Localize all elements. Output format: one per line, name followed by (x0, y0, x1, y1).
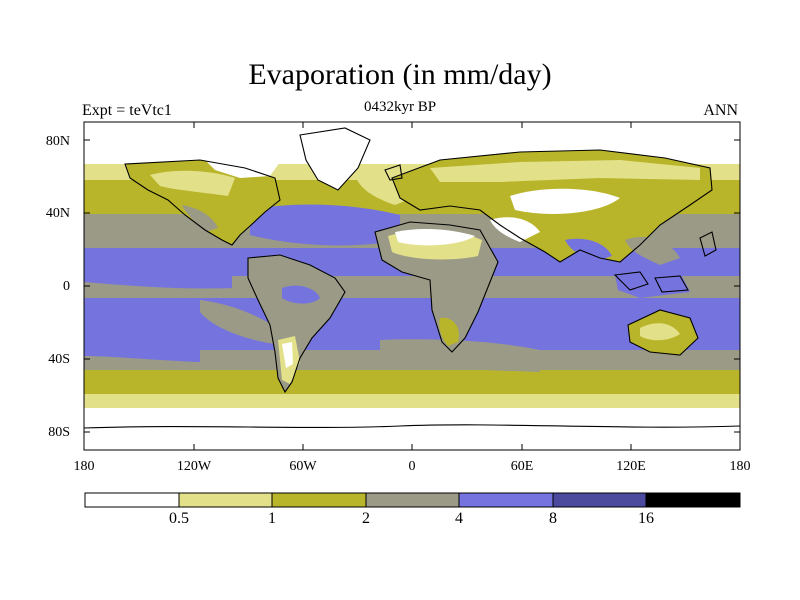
colorbar-box (552, 492, 647, 508)
colorbar-box (458, 492, 554, 508)
x-tick-label: 120E (616, 459, 646, 474)
band-equator-gray (84, 276, 740, 298)
y-tick-label: 80S (48, 425, 70, 440)
y-tick-label: 40N (45, 206, 70, 221)
x-tick-label: 60E (510, 459, 534, 474)
australia-pale (640, 323, 680, 341)
evaporation-field (84, 122, 740, 450)
colorbar-label: 2 (362, 510, 370, 527)
canada-arctic-white (205, 150, 280, 178)
plot-subtitle: 0432kyr BP (363, 99, 437, 115)
coastlines (84, 127, 740, 429)
colorbar-label: 4 (455, 510, 463, 527)
colorbar-label: 0.5 (169, 510, 189, 527)
x-tick-label: 180 (73, 459, 95, 474)
band-south-olive (84, 370, 740, 394)
y-tick-label: 0 (63, 279, 70, 294)
coast-north-america (124, 159, 281, 246)
coast-japan (699, 231, 717, 257)
central-asia-white (510, 188, 620, 214)
x-tick-label: 180 (729, 459, 751, 474)
experiment-label: Expt = teVtc1 (82, 102, 172, 119)
axis-ticks (83, 122, 741, 450)
colorbar-box (271, 492, 367, 508)
arabia-white (490, 217, 540, 242)
south-atlantic-gray (380, 339, 540, 372)
colorbar-label: 1 (268, 510, 276, 527)
x-tick-label: 120W (176, 459, 212, 474)
coast-africa (374, 221, 499, 353)
north-america-pale (150, 170, 235, 196)
gulf-stream-blue (250, 204, 400, 246)
coast-antarctica (84, 424, 740, 429)
kalahari-olive (439, 317, 459, 346)
coast-indonesia (613, 271, 689, 293)
sahara-white (395, 229, 475, 246)
coast-eurasia (391, 149, 713, 263)
andes-white (282, 342, 293, 368)
colorbar-label: 8 (549, 510, 557, 527)
coast-greenland (299, 127, 371, 191)
colorbar-label: 16 (638, 510, 654, 527)
coast-australia (627, 309, 699, 356)
south-america-land (248, 255, 345, 392)
north-pacific-blue (84, 255, 232, 289)
y-tick-label: 80N (45, 134, 70, 149)
colorbar-box (178, 492, 273, 508)
east-asia-gray (625, 236, 680, 265)
x-tick-label: 60W (289, 459, 317, 474)
colorbar-box (645, 492, 741, 508)
amazon-blue (282, 285, 320, 304)
y-tick-label: 40S (48, 352, 70, 367)
colorbar-box (365, 492, 460, 508)
plot-title: Evaporation (in mm/day) (248, 58, 552, 91)
coast-britain (384, 164, 403, 181)
east-pacific-gray (200, 300, 282, 345)
us-southwest-gray (182, 205, 218, 232)
south-pacific-blue (84, 339, 200, 362)
colorbar (84, 492, 741, 508)
siberia-pale (430, 160, 700, 182)
greenland-ice (300, 128, 370, 190)
south-asia-blue (565, 238, 612, 262)
season-label: ANN (703, 102, 738, 119)
x-tick-label: 0 (408, 459, 416, 474)
band-south-pale (84, 394, 740, 408)
coast-south-america (247, 254, 346, 394)
colorbar-box (84, 492, 180, 508)
antarctica-ice (84, 424, 740, 450)
